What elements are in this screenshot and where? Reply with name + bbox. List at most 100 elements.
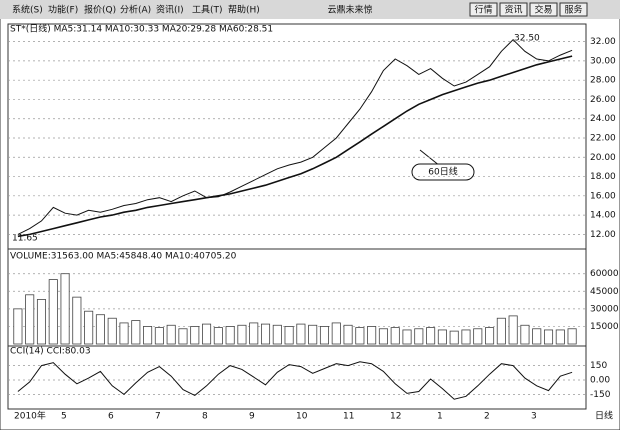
volume-bar — [131, 320, 141, 345]
menu-item[interactable]: 帮助(H) — [228, 4, 260, 16]
x-tick-label: 3 — [531, 412, 537, 422]
x-tick-label: 5 — [61, 412, 67, 422]
volume-bar — [60, 273, 70, 345]
indicator-title: ST*(日线) MA5:31.14 MA10:30.33 MA20:29.28 … — [10, 23, 273, 35]
volume-bar — [520, 324, 530, 345]
toolbar-button-label[interactable]: 资讯 — [504, 5, 522, 16]
y-tick-label: 28.00 — [590, 76, 616, 86]
line-series — [17, 38, 573, 235]
volume-bar — [213, 327, 223, 345]
volume-bar — [36, 299, 47, 345]
volume-bar — [555, 329, 565, 345]
y-tick-label: 0.00 — [590, 376, 610, 386]
volume-bar — [260, 323, 271, 345]
volume-bar — [355, 327, 365, 345]
volume-bar — [143, 326, 153, 345]
volume-bar — [532, 328, 542, 345]
indicator-title: VOLUME:31563.00 MA5:45848.40 MA10:40705.… — [10, 252, 237, 262]
y-tick-label: 30.00 — [590, 56, 616, 66]
volume-bar — [402, 329, 412, 345]
menu-item[interactable]: 系统(S) — [12, 4, 43, 16]
y-tick-label: 20.00 — [590, 153, 616, 163]
volume-bar — [426, 327, 436, 345]
volume-bar — [249, 322, 259, 345]
high-label: 32.50 — [514, 34, 540, 44]
y-tick-label: 22.00 — [590, 134, 616, 144]
volume-bar — [473, 328, 483, 345]
y-tick-label: 24.00 — [590, 114, 616, 124]
toolbar-button[interactable] — [529, 2, 558, 17]
toolbar-button[interactable] — [469, 2, 498, 17]
menu-bar — [0, 0, 620, 19]
y-tick-label: 14.00 — [590, 211, 616, 221]
volume-bar — [119, 322, 129, 345]
volume-bar — [166, 324, 176, 345]
volume-bar — [461, 329, 471, 345]
x-tick-label: 8 — [202, 412, 208, 422]
volume-bar — [25, 294, 35, 345]
volume-bar — [190, 326, 200, 345]
toolbar-button-label[interactable]: 行情 — [474, 4, 492, 16]
volume-bar — [378, 328, 388, 345]
volume-bar — [343, 324, 353, 345]
x-tick-label: 1 — [437, 412, 443, 422]
volume-bar — [95, 314, 105, 345]
toolbar-button-label[interactable]: 服务 — [564, 4, 582, 16]
y-tick-label: 12.00 — [590, 230, 616, 240]
toolbar-button[interactable] — [559, 2, 588, 17]
line-series — [17, 55, 573, 238]
y-tick-label: 16.00 — [590, 191, 616, 201]
volume-bar — [13, 308, 23, 345]
volume-bar — [202, 323, 212, 345]
x-tick-label: 12 — [390, 412, 401, 422]
toolbar-button-label[interactable]: 交易 — [534, 4, 552, 16]
x-tick-label: 2010年 — [14, 410, 46, 422]
menu-item[interactable]: 工具(T) — [192, 5, 223, 16]
indicator-title: CCI(14) CCI:80.03 — [10, 347, 91, 357]
volume-bar — [225, 326, 235, 345]
callout-box — [411, 163, 475, 181]
y-tick-label: 32.00 — [590, 37, 616, 47]
volume-bar — [485, 327, 495, 345]
x-tick-label: 9 — [249, 412, 255, 422]
y-tick-label: -150 — [590, 390, 611, 400]
x-tick-label: 7 — [155, 412, 161, 422]
callout-line — [419, 149, 441, 167]
toolbar-button[interactable] — [499, 2, 528, 17]
menu-item[interactable]: 报价(Q) — [84, 4, 116, 16]
volume-bar — [237, 324, 247, 345]
volume-bar — [154, 327, 164, 345]
period-label: 日线 — [595, 410, 613, 422]
volume-bar — [437, 329, 447, 345]
menu-item[interactable]: 功能(F) — [48, 4, 78, 16]
volume-bar — [107, 317, 117, 345]
volume-bar — [390, 327, 400, 345]
menu-item[interactable]: 资讯(I) — [156, 5, 184, 16]
plot-frame — [7, 23, 587, 410]
line-series — [17, 361, 573, 400]
menu-item[interactable]: 分析(A) — [120, 4, 151, 16]
y-tick-label: 30000 — [590, 304, 619, 314]
volume-bar — [508, 315, 518, 345]
volume-bar — [308, 324, 318, 345]
volume-bar — [72, 296, 82, 345]
x-tick-label: 6 — [108, 412, 114, 422]
y-tick-label: 60000 — [590, 269, 619, 279]
x-tick-label: 10 — [296, 412, 308, 422]
y-tick-label: 45000 — [590, 287, 619, 297]
volume-bar — [496, 317, 506, 345]
y-tick-label: 15000 — [590, 322, 619, 332]
volume-bar — [48, 279, 58, 345]
y-tick-label: 26.00 — [590, 95, 616, 105]
volume-bar — [178, 328, 188, 345]
y-tick-label: 150 — [590, 361, 607, 371]
volume-bar — [284, 326, 294, 345]
volume-bar — [296, 323, 306, 345]
x-tick-label: 2 — [484, 412, 490, 422]
volume-bar — [84, 310, 94, 345]
window-title: 云鼎未来惊 — [327, 4, 372, 16]
volume-bar — [319, 326, 330, 345]
volume-bar — [567, 328, 577, 345]
volume-bar — [331, 322, 341, 345]
